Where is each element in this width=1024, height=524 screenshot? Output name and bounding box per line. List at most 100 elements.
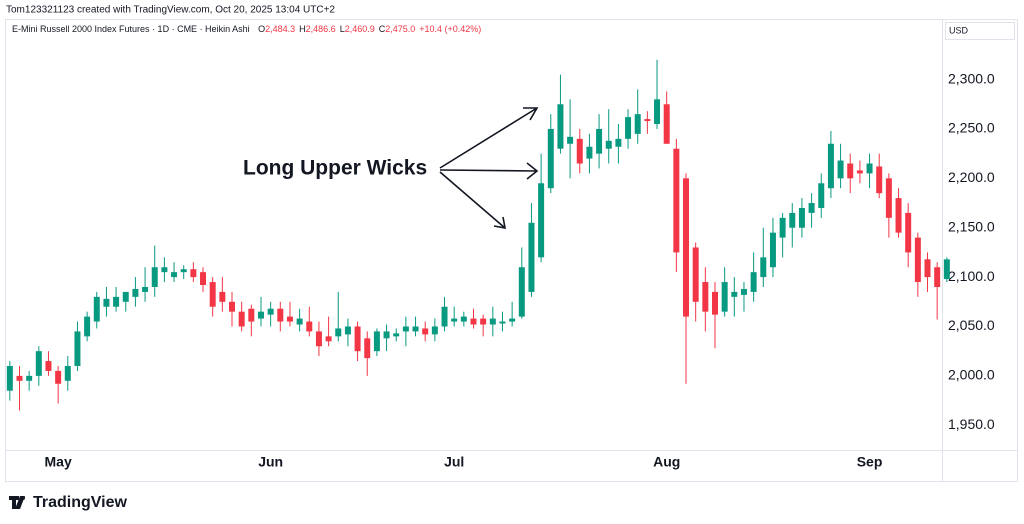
candle-body — [557, 104, 564, 149]
candle-body — [712, 291, 718, 315]
candle-body — [586, 146, 593, 159]
arrow — [439, 162, 539, 180]
candle-body — [702, 282, 709, 312]
candle-body — [934, 267, 941, 287]
candle-body — [605, 140, 612, 149]
currency-box — [945, 22, 1015, 40]
candle-body — [45, 361, 52, 371]
candle-body — [142, 286, 149, 292]
candle-body — [654, 99, 661, 125]
candle-body — [364, 338, 371, 359]
candle-body — [460, 316, 467, 322]
x-tick-label: Jul — [444, 454, 464, 470]
x-tick-label: Jun — [258, 454, 283, 470]
legend-label: C — [379, 24, 386, 34]
candle-body — [93, 296, 100, 322]
candle-body — [750, 272, 757, 292]
x-tick-label: Aug — [653, 454, 680, 470]
candle-body — [943, 259, 950, 280]
logo-icon — [9, 496, 25, 509]
candle-body — [325, 336, 332, 342]
y-tick-label: 2,150.0 — [948, 218, 995, 234]
legend-value: 2,484.3 — [265, 24, 295, 34]
candle-body — [64, 365, 71, 381]
y-tick-label: 2,200.0 — [948, 169, 995, 185]
arrows — [439, 107, 539, 229]
candle-body — [528, 222, 535, 292]
candle-body — [760, 257, 767, 278]
candle-body — [393, 333, 400, 337]
brand: TradingView — [33, 494, 128, 511]
candle-body — [644, 119, 651, 122]
candle-body — [895, 198, 902, 233]
candle-body — [673, 148, 680, 253]
candle-body — [16, 375, 23, 381]
candle-body — [55, 370, 62, 384]
candle-body — [876, 166, 883, 194]
candle-body — [509, 318, 516, 322]
candle-body — [692, 247, 699, 302]
candle-body — [132, 288, 139, 297]
candle-body — [286, 316, 293, 322]
candle-body — [731, 291, 738, 297]
candle-body — [451, 318, 458, 322]
brand-logo: TradingView — [9, 494, 128, 511]
legend-label: L — [340, 24, 345, 34]
candle-body — [383, 331, 390, 339]
candle-body — [248, 308, 255, 322]
candle-body — [171, 272, 178, 278]
candle-body — [596, 128, 603, 154]
candle-body — [200, 272, 207, 285]
arrow — [439, 107, 539, 169]
candle-body — [267, 308, 274, 315]
x-tick-label: Sep — [857, 454, 883, 470]
frame — [5, 19, 1018, 482]
legend-change: +10.4 (+0.42%) — [419, 24, 481, 34]
logo-dot — [21, 496, 25, 500]
candle-body — [837, 160, 844, 179]
candle-body — [567, 136, 574, 144]
candle-body — [151, 267, 158, 287]
candle-body — [219, 291, 226, 302]
y-tick-label: 2,000.0 — [948, 367, 995, 383]
candle-body — [547, 128, 554, 189]
credit: Tom123321123 created with TradingView.co… — [6, 5, 335, 16]
candle-body — [161, 267, 168, 273]
candle-body — [6, 365, 13, 391]
candle-body — [412, 326, 419, 332]
annotation: Long Upper Wicks — [243, 107, 539, 229]
candle-body — [625, 117, 632, 139]
candle-body — [818, 183, 825, 208]
candle-body — [84, 316, 91, 337]
legend-value: 2,460.9 — [345, 24, 375, 34]
candle-body — [789, 212, 796, 228]
candle-body — [721, 282, 728, 312]
candle-body — [740, 288, 747, 295]
y-tick-label: 2,050.0 — [948, 317, 995, 333]
candle-body — [518, 267, 525, 317]
candle-body — [431, 326, 438, 335]
candle-body — [113, 296, 120, 307]
candle-body — [924, 259, 931, 278]
candle-body — [190, 269, 197, 278]
candle-body — [489, 318, 496, 325]
x-tick-label: May — [45, 454, 72, 470]
candle-body — [847, 163, 854, 179]
y-tick-label: 1,950.0 — [948, 416, 995, 432]
candle-body — [238, 311, 245, 327]
candle-body — [538, 183, 545, 258]
candle-body — [35, 351, 42, 376]
symbol-name: E-Mini Russell 2000 Index Futures · 1D ·… — [12, 24, 250, 34]
candle-body — [779, 217, 786, 238]
candle-body — [856, 170, 863, 174]
candle-body — [480, 318, 487, 325]
annotation-text: Long Upper Wicks — [243, 157, 427, 180]
candle-body — [683, 178, 690, 317]
candle-body — [422, 328, 429, 335]
candle-body — [576, 138, 583, 164]
candle-body — [26, 375, 33, 381]
candle-body — [402, 326, 409, 332]
candle-body — [209, 282, 216, 307]
candle-body — [441, 306, 448, 327]
